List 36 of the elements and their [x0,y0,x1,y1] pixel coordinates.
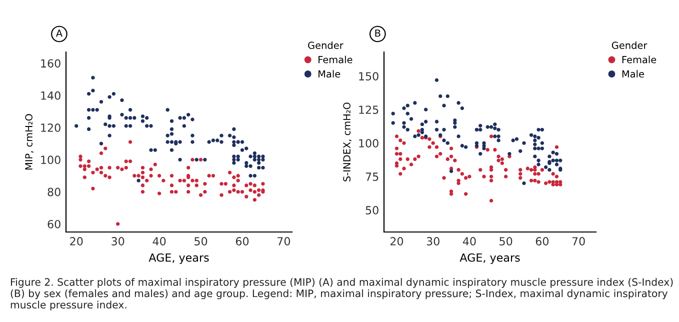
y-tick-label: 140 [41,91,60,100]
text: A [56,30,62,37]
legend-label: Female [318,56,352,64]
y-axis-title: MIP, cmH₂O [25,114,34,170]
x-tick-label: 60 [236,237,249,246]
y-tick-label: 75 [366,172,378,181]
y-tick-label: 50 [366,206,378,214]
y-tick-label: 125 [359,106,378,114]
y-tick-label: 100 [41,156,60,164]
y-tick-label: 60 [48,220,60,228]
y-tick-label: 120 [41,124,60,132]
x-axis-title: AGE, years [460,253,520,264]
x-tick-label: 50 [194,237,208,246]
legend-label: Male [622,70,644,78]
legend-label: Female [622,56,656,64]
y-tick-label: 100 [359,139,378,148]
x-tick-label: 40 [462,237,476,246]
text: B [375,30,380,37]
x-tick-label: 70 [572,237,585,246]
x-tick-label: 50 [500,237,512,246]
y-tick-label: 150 [359,72,378,80]
x-tick-label: 70 [278,237,290,246]
x-axis-title: AGE, years [148,253,209,264]
x-tick-label: 20 [390,237,404,246]
x-tick-label: 20 [70,237,83,246]
y-axis-title: S-INDEX, cmH₂O [343,102,352,182]
x-tick-label: 30 [426,237,440,246]
y-tick-label: 160 [41,59,60,68]
legend-title: Gender [308,41,344,50]
x-tick-label: 60 [536,237,549,246]
y-tick-label: 80 [48,188,60,196]
legend-label: Male [318,70,340,78]
legend-title: Gender [612,41,648,50]
x-tick-label: 30 [112,237,124,246]
x-tick-label: 40 [152,237,166,246]
caption: Figure 2. Scatter plots of maximal inspiratory pressure (MIP) (A) and maximal dynamic inspiratory muscle pressure index (S-Index) (B) by sex (females and males) and age group. Legend: MIP, maximal inspiratory pressure; S-Index, maximal dynamic inspiratory muscle pressure index. [10,278,673,311]
